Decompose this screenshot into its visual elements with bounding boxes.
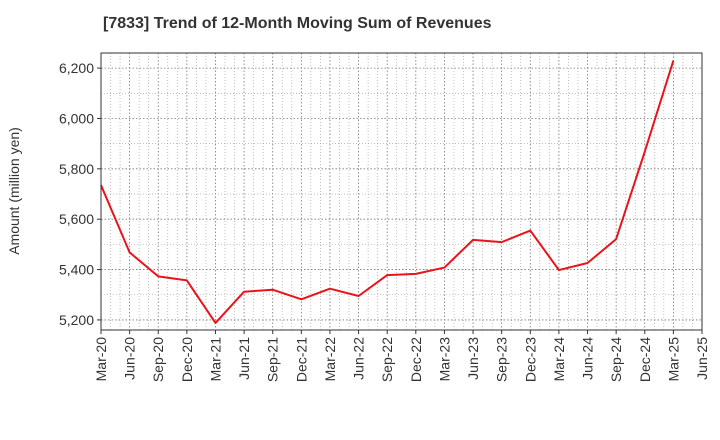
x-tick-label: Mar-23 [436,337,452,382]
y-axis-title: Amount (million yen) [6,127,22,255]
x-tick-label: Dec-24 [637,337,653,382]
x-tick-label: Mar-20 [93,337,109,382]
x-tick-label: Dec-21 [293,337,309,382]
x-tick-label: Jun-21 [236,337,252,380]
x-tick-label: Mar-24 [551,337,567,382]
x-tick-label: Sep-23 [494,337,510,382]
y-tick-label: 6,000 [59,110,94,126]
x-tick-label: Dec-22 [408,337,424,382]
y-tick-label: 5,600 [59,211,94,227]
plot-background [101,53,702,330]
x-axis: Mar-20 Jun-20 Sep-20 Dec-20 Mar-21 Jun-21 Sep-… [93,330,710,382]
y-tick-label: 5,200 [59,312,94,328]
x-tick-label: Jun-24 [580,337,596,380]
series-line [100,60,675,324]
x-tick-label: Jun-20 [122,337,138,380]
grid [101,53,702,330]
x-tick-label: Sep-24 [608,337,624,382]
x-tick-label: Sep-22 [379,337,395,382]
x-tick-label: Jun-22 [351,337,367,380]
plot-border [100,52,703,331]
y-tick-label: 5,800 [59,161,94,177]
y-tick-label: 5,400 [59,262,94,278]
x-tick-label: Dec-23 [522,337,538,382]
x-tick-label: Dec-20 [179,337,195,382]
x-tick-label: Jun-23 [465,337,481,380]
chart-title: [7833] Trend of 12-Month Moving Sum of R… [103,15,492,32]
x-tick-label: Mar-21 [207,337,223,382]
y-axis: 5,200 5,400 5,600 5,800 6,000 6,200 [59,60,101,328]
x-tick-label: Jun-25 [694,337,710,380]
x-tick-label: Sep-21 [265,337,281,382]
y-tick-label: 6,200 [59,60,94,76]
x-tick-label: Mar-25 [665,337,681,382]
x-tick-label: Sep-20 [150,337,166,382]
x-tick-label: Mar-22 [322,337,338,382]
series-layer [100,60,675,324]
